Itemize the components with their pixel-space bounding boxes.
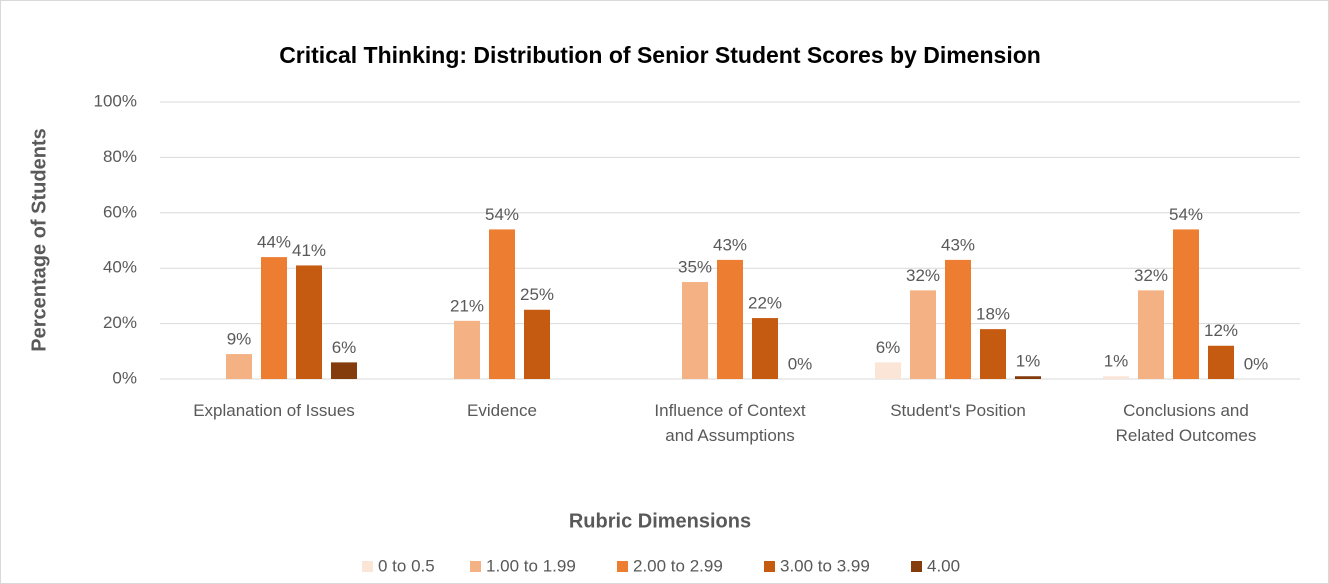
data-label: 43% [713, 235, 747, 254]
bar [331, 362, 357, 379]
data-label: 35% [678, 258, 712, 277]
y-tick-label: 20% [103, 313, 137, 332]
bar [1015, 376, 1041, 379]
data-label: 32% [906, 266, 940, 285]
bar [1208, 345, 1234, 379]
bar [489, 229, 515, 379]
bar [682, 282, 708, 379]
y-axis-title: Percentage of Students [28, 128, 50, 351]
data-label: 54% [485, 205, 519, 224]
y-tick-label: 40% [103, 258, 137, 277]
x-axis-title: Rubric Dimensions [569, 510, 751, 532]
chart-title: Critical Thinking: Distribution of Senio… [279, 42, 1041, 68]
bar [524, 309, 550, 379]
x-tick-label: Student's Position [890, 401, 1026, 420]
data-label: 6% [332, 338, 357, 357]
data-label: 12% [1204, 321, 1238, 340]
bar [717, 259, 743, 379]
x-tick-label: Explanation of Issues [193, 401, 355, 420]
data-label: 43% [941, 235, 975, 254]
bar [261, 257, 287, 379]
data-label: 9% [227, 330, 252, 349]
x-tick-label: Influence of Context and Assumptions [654, 401, 806, 445]
legend-swatch [362, 561, 373, 572]
bar [980, 329, 1006, 379]
legend-label: 2.00 to 2.99 [633, 556, 723, 575]
x-tick-label: Evidence [467, 401, 537, 420]
legend-label: 4.00 [927, 556, 960, 575]
data-label: 21% [450, 296, 484, 315]
y-tick-label: 100% [94, 91, 137, 110]
bar [1138, 290, 1164, 379]
bar [226, 354, 252, 379]
bar [1173, 229, 1199, 379]
bar [945, 259, 971, 379]
bar [752, 318, 778, 379]
data-label: 54% [1169, 205, 1203, 224]
data-label: 1% [1016, 352, 1041, 371]
y-tick-label: 0% [112, 368, 137, 387]
data-label: 6% [876, 338, 901, 357]
bar [296, 265, 322, 379]
data-label: 1% [1104, 352, 1129, 371]
data-label: 18% [976, 305, 1010, 324]
bar [1103, 376, 1129, 379]
data-label: 41% [292, 241, 326, 260]
legend-swatch [911, 561, 922, 572]
data-label: 32% [1134, 266, 1168, 285]
legend-label: 1.00 to 1.99 [486, 556, 576, 575]
legend-swatch [470, 561, 481, 572]
bar [910, 290, 936, 379]
data-label: 25% [520, 285, 554, 304]
legend-swatch [617, 561, 628, 572]
y-tick-label: 60% [103, 202, 137, 221]
legend-label: 0 to 0.5 [378, 556, 435, 575]
y-tick-label: 80% [103, 147, 137, 166]
legend-swatch [764, 561, 775, 572]
data-label: 22% [748, 294, 782, 313]
bar [875, 362, 901, 379]
data-label: 44% [257, 233, 291, 252]
data-label: 0% [788, 354, 813, 373]
legend-label: 3.00 to 3.99 [780, 556, 870, 575]
data-label: 0% [1244, 354, 1269, 373]
x-tick-label: Conclusions and Related Outcomes [1115, 401, 1257, 445]
bar [454, 320, 480, 379]
